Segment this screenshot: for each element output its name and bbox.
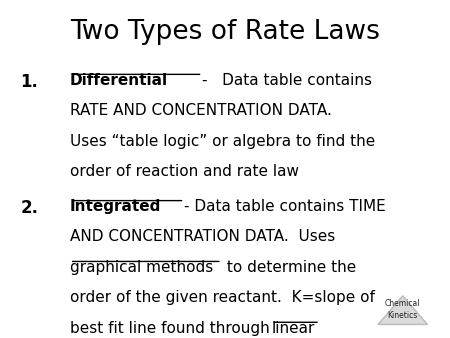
Text: order of reaction and rate law: order of reaction and rate law [70,164,299,179]
Polygon shape [378,296,428,324]
Text: - Data table contains TIME: - Data table contains TIME [184,199,386,214]
Text: Differential: Differential [70,73,168,88]
Text: Uses “table logic” or algebra to find the: Uses “table logic” or algebra to find th… [70,134,375,148]
Text: to determine the: to determine the [222,260,356,275]
Text: Integrated: Integrated [70,199,161,214]
Text: 2.: 2. [20,199,38,217]
Text: Two Types of Rate Laws: Two Types of Rate Laws [70,19,380,45]
Text: RATE AND CONCENTRATION DATA.: RATE AND CONCENTRATION DATA. [70,103,332,118]
Text: AND CONCENTRATION DATA.  Uses: AND CONCENTRATION DATA. Uses [70,229,335,244]
Text: graphical methods: graphical methods [70,260,213,275]
Text: 1.: 1. [20,73,38,91]
Text: best fit line found through: best fit line found through [70,320,274,336]
Text: -   Data table contains: - Data table contains [202,73,373,88]
Text: order of the given reactant.  K=slope of: order of the given reactant. K=slope of [70,290,374,305]
Text: Chemical
Kinetics: Chemical Kinetics [385,299,420,320]
Text: linear: linear [271,320,315,336]
